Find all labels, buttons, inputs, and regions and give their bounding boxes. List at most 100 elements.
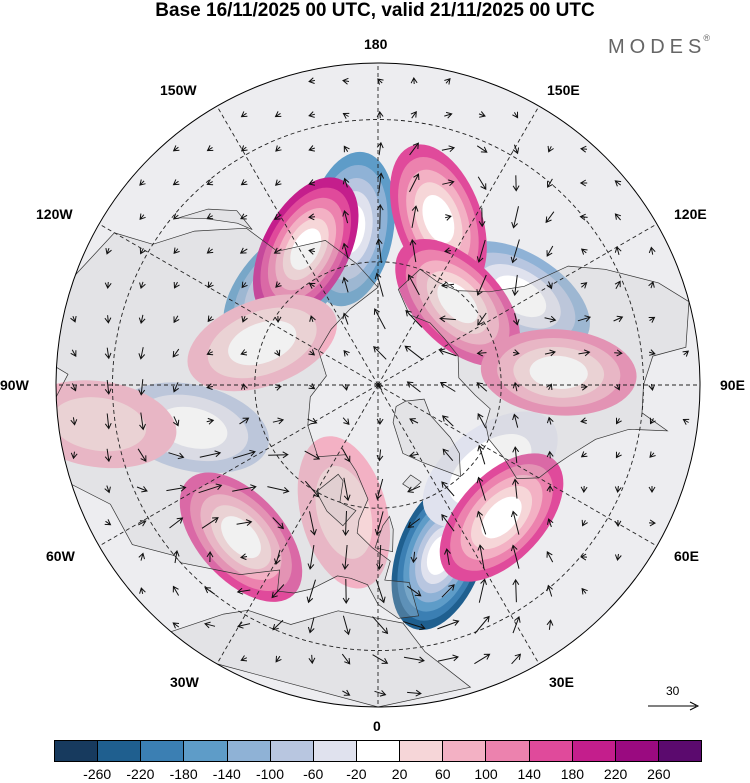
wind-vector [474, 653, 491, 665]
wind-vector [342, 177, 350, 188]
colorbar-tick-label: -220 [126, 766, 155, 782]
wind-vector [512, 478, 519, 499]
wind-vector [341, 276, 349, 293]
colorbar-tick-label: -100 [255, 766, 285, 782]
wind-vector [207, 315, 214, 323]
wind-vector [546, 245, 554, 257]
wind-vector [309, 511, 317, 536]
lon-label-120w: 120W [36, 206, 73, 222]
lon-label-30w: 30W [170, 674, 199, 690]
wind-vector [510, 510, 520, 535]
wind-vector [510, 544, 520, 569]
colorbar-segment [615, 741, 659, 761]
wind-vector [546, 416, 554, 425]
wind-vector [308, 282, 316, 289]
wind-vector [477, 444, 486, 465]
wind-vectors [70, 77, 690, 697]
wind-vector [580, 248, 588, 255]
coastline [392, 398, 461, 478]
wind-vector [407, 585, 422, 597]
wind-vector [376, 141, 384, 156]
wind-vector [274, 549, 281, 566]
colorbar-tick-label: -20 [346, 766, 367, 782]
wind-vector [272, 417, 285, 425]
wind-vector [410, 111, 417, 119]
wind-vector [441, 584, 455, 598]
wind-vector [580, 451, 588, 458]
wind-vector [375, 579, 386, 604]
wind-vector [166, 484, 187, 492]
wind-vector [581, 587, 588, 595]
wind-vector [139, 213, 146, 221]
wind-vector [308, 349, 316, 356]
positive-anomaly [253, 177, 359, 321]
wind-vector [476, 382, 488, 392]
wind-vector [512, 381, 520, 392]
wind-vector [70, 383, 77, 392]
wind-vector [546, 484, 554, 493]
coastline [56, 227, 420, 619]
wind-vector [104, 413, 112, 430]
wind-vector [444, 111, 453, 119]
wind-vector [309, 315, 316, 323]
wind-vector [579, 213, 588, 221]
wind-vector [70, 451, 78, 460]
wind-vector [511, 653, 522, 665]
colorbar-segment [572, 741, 616, 761]
wind-vector [172, 382, 179, 393]
anomaly-contour [315, 465, 373, 559]
lon-label-150w: 150W [160, 82, 197, 98]
colorbar-tick-label: 100 [474, 766, 498, 782]
wind-vector [377, 382, 384, 391]
wind-vector [104, 519, 112, 526]
wind-vector [441, 514, 455, 532]
wind-vector [104, 485, 111, 494]
wind-vector [478, 207, 486, 228]
wind-vector [374, 272, 384, 297]
meridian-line [377, 384, 555, 691]
wind-vector [545, 211, 555, 224]
meridian-line [201, 384, 379, 691]
wind-vector [648, 383, 656, 391]
wind-vector [476, 145, 488, 153]
wind-vector [578, 349, 591, 357]
wind-vector [648, 280, 655, 289]
wind-vector [405, 309, 423, 328]
wind-vector [304, 450, 321, 460]
reference-vector [648, 701, 700, 711]
wind-vector [307, 417, 318, 425]
wind-vector [275, 281, 282, 288]
wind-vector [239, 247, 248, 254]
polar-map [55, 62, 701, 711]
wind-vector [614, 246, 622, 256]
wind-vector [547, 178, 553, 188]
wind-vector [546, 551, 554, 563]
wind-vector [241, 383, 248, 391]
wind-vector [139, 587, 146, 595]
wind-vector [376, 449, 384, 462]
wind-vector [409, 418, 419, 425]
wind-vector [207, 281, 214, 289]
wind-vector [441, 481, 455, 497]
wind-vector [406, 381, 421, 393]
wind-vector [272, 517, 284, 530]
wind-vector [476, 476, 486, 501]
wind-vector [275, 179, 282, 186]
wind-vector [444, 214, 452, 221]
wind-vector [240, 179, 248, 186]
wind-vector [614, 485, 622, 493]
wind-vector [236, 519, 253, 526]
wind-vector [275, 655, 282, 663]
wind-vector [172, 550, 180, 564]
wind-vector [307, 617, 315, 634]
wind-vector [275, 145, 282, 152]
wind-vector [268, 451, 289, 459]
wind-vector [199, 450, 222, 458]
colorbar-segment [529, 741, 573, 761]
wind-vector [240, 349, 248, 356]
wind-vector [232, 449, 256, 459]
wind-vector [477, 544, 485, 569]
wind-vector [308, 111, 316, 118]
wind-vector [138, 552, 145, 561]
wind-vector [342, 510, 350, 536]
